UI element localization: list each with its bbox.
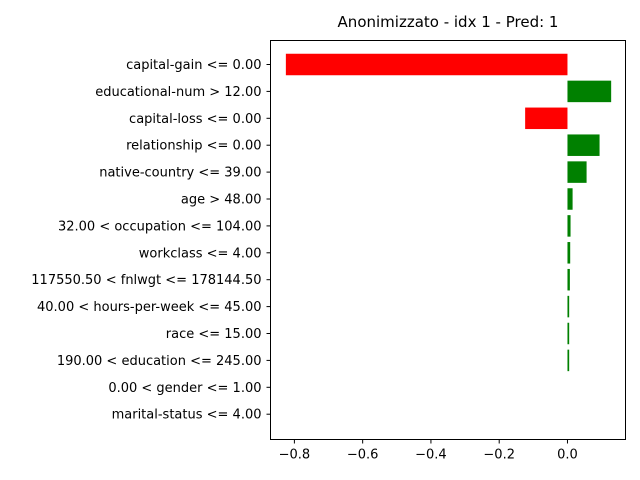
- x-tick-label: −0.6: [347, 448, 379, 463]
- bar-5: [567, 188, 573, 210]
- y-tick-label: age > 48.00: [181, 193, 262, 208]
- y-tick-label: educational-num > 12.00: [95, 85, 261, 100]
- x-ticks: −0.8 −0.6 −0.4 −0.2 0.0: [279, 439, 578, 463]
- chart-title: Anonimizzato - idx 1 - Pred: 1: [338, 13, 559, 31]
- bar-4: [567, 161, 587, 183]
- bar-0: [285, 53, 568, 76]
- bar-11: [567, 349, 570, 372]
- y-tick-label: 32.00 < occupation <= 104.00: [58, 219, 262, 234]
- y-tick-label: capital-loss <= 0.00: [129, 112, 261, 127]
- bar-6: [567, 215, 571, 237]
- y-tick-label: native-country <= 39.00: [99, 166, 261, 181]
- y-tick-label: workclass <= 4.00: [139, 246, 262, 261]
- x-tick-label: 0.0: [557, 448, 578, 463]
- y-tick-label: 117550.50 < fnlwgt <= 178144.50: [31, 273, 261, 288]
- plot-frame: [270, 40, 626, 440]
- y-tick-label: 190.00 < education <= 245.00: [57, 354, 262, 369]
- y-tick-label: capital-gain <= 0.00: [126, 58, 261, 73]
- bar-2: [525, 107, 568, 130]
- bar-8: [567, 268, 570, 291]
- y-tick-label: 0.00 < gender <= 1.00: [108, 381, 261, 396]
- y-tick-label: relationship <= 0.00: [126, 139, 261, 154]
- bar-3: [567, 134, 600, 156]
- x-tick-label: −0.8: [279, 448, 311, 463]
- bar-1: [567, 80, 612, 103]
- y-tick-label: 40.00 < hours-per-week <= 45.00: [37, 300, 262, 315]
- x-tick-label: −0.4: [415, 448, 447, 463]
- x-tick-label: −0.2: [483, 448, 515, 463]
- y-tick-label: race <= 15.00: [166, 327, 262, 342]
- y-tick-label: marital-status <= 4.00: [112, 408, 262, 423]
- bars-group: [285, 53, 612, 372]
- y-tick-labels: capital-gain <= 0.00 educational-num > 12…: [31, 58, 271, 423]
- bar-9: [567, 295, 570, 318]
- bar-10: [567, 322, 570, 345]
- bar-7: [567, 242, 571, 264]
